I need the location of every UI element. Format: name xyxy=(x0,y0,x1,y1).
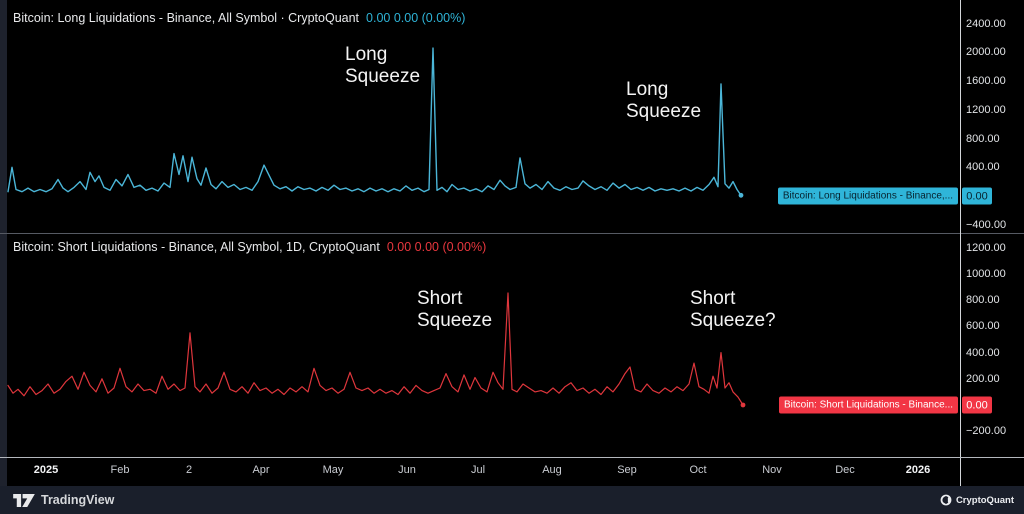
time-tick-label: 2026 xyxy=(905,464,931,476)
last-value-dot xyxy=(740,402,746,408)
time-tick-label: 2 xyxy=(185,464,193,476)
time-tick-label: Nov xyxy=(762,464,782,476)
cryptoquant-logo-icon xyxy=(940,494,952,506)
price-tick-label: 1200.00 xyxy=(966,103,1006,116)
short-last-price-flag[interactable]: 0.00 xyxy=(962,396,992,414)
panel-separator[interactable] xyxy=(0,233,1024,234)
short-panel-change-values: 0.00 0.00 (0.00%) xyxy=(386,240,487,254)
time-tick-label: Sep xyxy=(617,464,637,476)
window-edge-strip xyxy=(0,0,7,486)
squeeze-annotation[interactable]: Short Squeeze xyxy=(417,288,493,332)
price-tick-label: 1200.00 xyxy=(966,241,1006,254)
time-axis-border xyxy=(0,457,1024,458)
short-panel-legend: Bitcoin: Short Liquidations - Binance, A… xyxy=(13,240,486,254)
long-panel-change-values: 0.00 0.00 (0.00%) xyxy=(366,11,466,25)
long-last-price-flag[interactable]: 0.00 xyxy=(962,187,992,205)
squeeze-annotation[interactable]: Long Squeeze xyxy=(626,79,702,123)
price-tick-label: 2000.00 xyxy=(966,46,1006,59)
price-tick-label: 1000.00 xyxy=(966,268,1006,280)
long-panel-title[interactable]: Bitcoin: Long Liquidations - Binance, Al… xyxy=(13,11,360,25)
short-panel-title[interactable]: Bitcoin: Short Liquidations - Binance, A… xyxy=(13,240,380,254)
price-tick-label: 2400.00 xyxy=(966,17,1006,30)
price-tick-label: −200.00 xyxy=(966,425,1007,438)
long-panel-legend: Bitcoin: Long Liquidations - Binance, Al… xyxy=(13,11,465,25)
short-liquidations-series[interactable] xyxy=(7,292,744,406)
price-tick-label: 800.00 xyxy=(966,132,1000,145)
time-tick-label: May xyxy=(322,464,344,476)
time-tick-label: Aug xyxy=(542,464,562,476)
time-tick-label: Dec xyxy=(835,464,855,476)
time-tick-label: Jun xyxy=(398,464,416,476)
price-tick-label: 800.00 xyxy=(966,294,1000,307)
price-tick-label: 200.00 xyxy=(966,372,1000,385)
footer-bar: TradingView CryptoQuant xyxy=(0,486,1024,514)
time-tick-label: Jul xyxy=(470,464,486,476)
price-tick-label: 1600.00 xyxy=(966,75,1006,88)
time-tick-label: Oct xyxy=(689,464,707,476)
price-tick-label: 400.00 xyxy=(966,346,1000,359)
tradingview-logo-icon xyxy=(13,493,35,507)
long-liquidations-series[interactable] xyxy=(7,47,742,197)
price-tick-label: 400.00 xyxy=(966,161,1000,174)
time-tick-label: Feb xyxy=(110,464,130,476)
time-tick-label: 2025 xyxy=(33,464,59,476)
tradingview-label: TradingView xyxy=(41,493,115,507)
price-axis-border xyxy=(960,0,961,486)
cryptoquant-watermark: CryptoQuant xyxy=(940,486,1014,514)
price-tick-label: −400.00 xyxy=(966,218,1007,231)
squeeze-annotation[interactable]: Short Squeeze? xyxy=(690,288,776,332)
last-value-dot xyxy=(738,192,744,198)
price-tick-label: 600.00 xyxy=(966,320,1000,333)
price-chart-canvas[interactable] xyxy=(0,0,1024,486)
short-series-flag[interactable]: Bitcoin: Short Liquidations - Binance... xyxy=(779,396,958,414)
time-tick-label: Apr xyxy=(252,464,270,476)
long-series-flag[interactable]: Bitcoin: Long Liquidations - Binance,... xyxy=(777,187,958,205)
squeeze-annotation[interactable]: Long Squeeze xyxy=(345,44,421,88)
cryptoquant-label: CryptoQuant xyxy=(955,494,1014,506)
tradingview-logo[interactable]: TradingView xyxy=(13,486,114,514)
